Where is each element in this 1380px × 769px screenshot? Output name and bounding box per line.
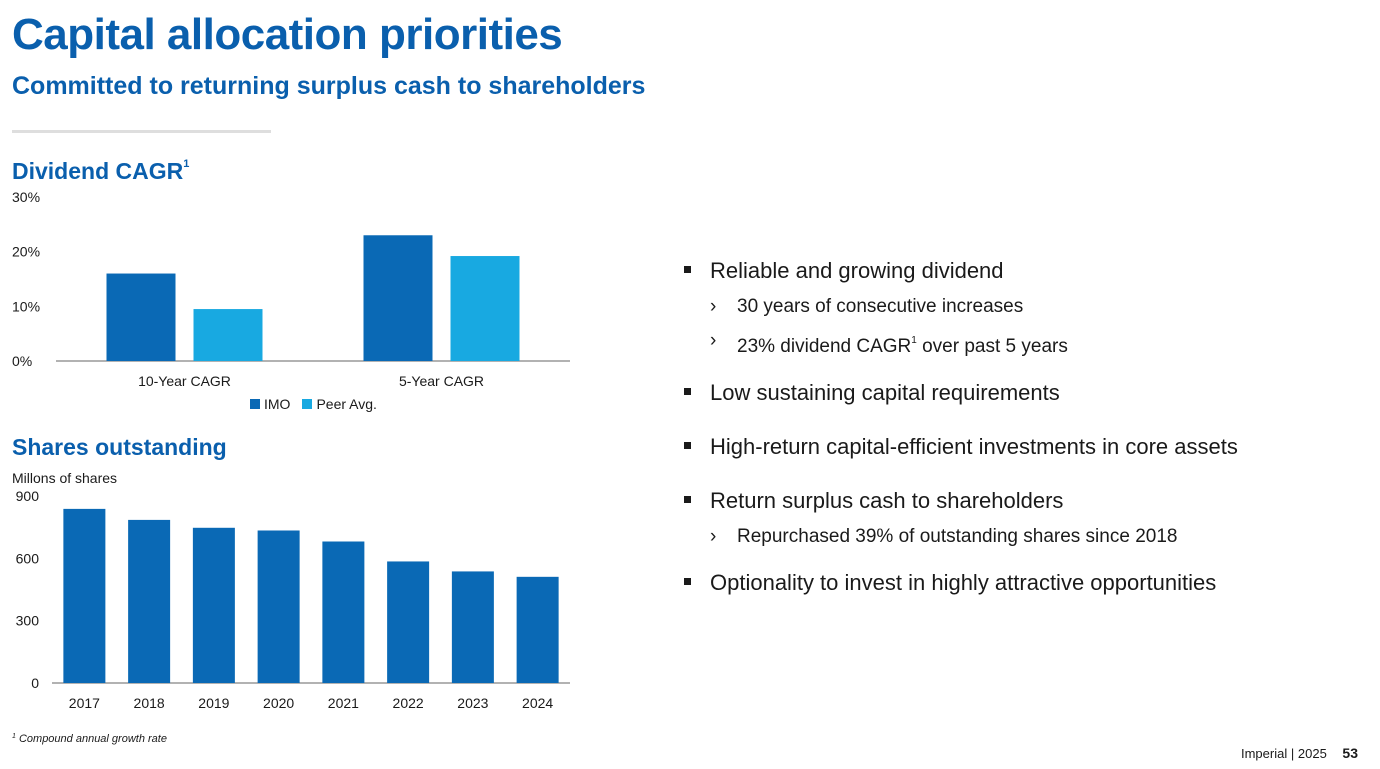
legend-item-peer: Peer Avg.: [302, 396, 377, 412]
priority-subitem-text-after: over past 5 years: [916, 336, 1068, 357]
x-tick-label: 2019: [198, 695, 229, 711]
x-tick-label: 2024: [522, 695, 553, 711]
shares-outstanding-heading: Shares outstanding: [12, 434, 227, 460]
y-tick-label: 0: [31, 675, 39, 691]
bar-peer-avg-1: [450, 256, 520, 361]
priority-item: High-return capital-efficient investment…: [684, 430, 1364, 464]
dividend-chart-legend: IMO Peer Avg.: [250, 396, 377, 412]
y-tick-label: 900: [16, 488, 40, 504]
priority-text: Optionality to invest in highly attracti…: [710, 570, 1217, 595]
shares-axis-unit: Millons of shares: [12, 470, 118, 486]
dividend-cagr-heading: Dividend CAGR1: [12, 158, 189, 185]
bar-2018: [128, 519, 171, 683]
priority-text: Reliable and growing dividend: [710, 258, 1004, 283]
priority-text: Low sustaining capital requirements: [710, 380, 1060, 405]
x-tick-label: 2022: [393, 695, 424, 711]
priority-text: High-return capital-efficient investment…: [710, 434, 1238, 459]
bar-imo-1: [363, 235, 433, 361]
bar-2021: [322, 541, 365, 683]
footer-company: Imperial: [1240, 746, 1288, 761]
priority-item: Low sustaining capital requirements: [684, 376, 1364, 410]
priority-sublist: Repurchased 39% of outstanding shares si…: [710, 520, 1364, 554]
priority-subitem: Repurchased 39% of outstanding shares si…: [710, 520, 1364, 554]
priorities-list: Reliable and growing dividend 30 years of…: [684, 254, 1364, 620]
x-tick-label: 2021: [328, 695, 359, 711]
x-tick-label: 2023: [457, 695, 488, 711]
bar-peer-avg-0: [193, 309, 263, 361]
legend-swatch-peer: [302, 399, 313, 409]
footer-separator: |: [1290, 746, 1295, 761]
y-tick-label: 30%: [12, 189, 40, 205]
legend-label-peer: Peer Avg.: [316, 396, 377, 412]
footnote-marker: 1: [12, 733, 16, 740]
priority-text: Return surplus cash to shareholders: [710, 488, 1064, 513]
title-divider: [12, 130, 271, 133]
bar-2019: [192, 527, 235, 683]
legend-item-imo: IMO: [250, 396, 290, 412]
priority-subitem: 23% dividend CAGR1 over past 5 years: [710, 324, 1364, 364]
page-number: 53: [1342, 745, 1358, 761]
bar-2023: [451, 571, 494, 683]
priority-sublist: 30 years of consecutive increases 23% div…: [710, 290, 1364, 364]
y-tick-label: 600: [16, 550, 40, 566]
x-tick-label: 5-Year CAGR: [399, 373, 484, 389]
y-tick-label: 20%: [12, 244, 40, 260]
footnote-text: Compound annual growth rate: [18, 733, 167, 745]
priority-item: Optionality to invest in highly attracti…: [684, 566, 1364, 600]
x-tick-label: 2017: [69, 695, 100, 711]
priority-subitem-text: Repurchased 39% of outstanding shares si…: [737, 526, 1178, 547]
page-subtitle: Committed to returning surplus cash to s…: [12, 72, 646, 100]
bar-2024: [516, 576, 559, 683]
y-tick-label: 300: [16, 613, 40, 629]
priority-subitem-text: 23% dividend CAGR: [737, 336, 912, 357]
priority-item: Reliable and growing dividend 30 years of…: [684, 254, 1364, 364]
bar-imo-0: [106, 273, 176, 361]
priority-item: Return surplus cash to shareholders Repur…: [684, 484, 1364, 554]
x-tick-label: 10-Year CAGR: [138, 373, 231, 389]
dividend-cagr-heading-text: Dividend CAGR: [12, 158, 184, 184]
shares-outstanding-chart: 0 300 600 900 2017 2018 2019 2020 2021 2022 2023 20…: [16, 488, 570, 711]
y-tick-label: 10%: [12, 298, 40, 314]
y-tick-label: 0%: [12, 353, 32, 369]
footnote-marker: 1: [911, 335, 917, 346]
x-tick-label: 2018: [134, 695, 165, 711]
bar-2022: [387, 561, 430, 683]
footer-year: 2025: [1297, 746, 1327, 761]
priority-subitem: 30 years of consecutive increases: [710, 290, 1364, 324]
legend-swatch-imo: [250, 399, 260, 409]
dividend-cagr-chart: 0% 10% 20% 30% 10-Year CAGR 5-Year CAGR: [12, 189, 570, 389]
dividend-cagr-footnote-marker: 1: [183, 158, 190, 170]
page-title: Capital allocation priorities: [12, 10, 563, 59]
legend-label-imo: IMO: [264, 396, 291, 412]
page-footer: Imperial | 2025 53: [1241, 745, 1358, 761]
bar-2017: [63, 508, 106, 683]
bar-2020: [257, 530, 300, 683]
priority-subitem-text: 30 years of consecutive increases: [737, 296, 1024, 317]
footnote: 1 Compound annual growth rate: [12, 733, 167, 745]
x-tick-label: 2020: [263, 695, 294, 711]
